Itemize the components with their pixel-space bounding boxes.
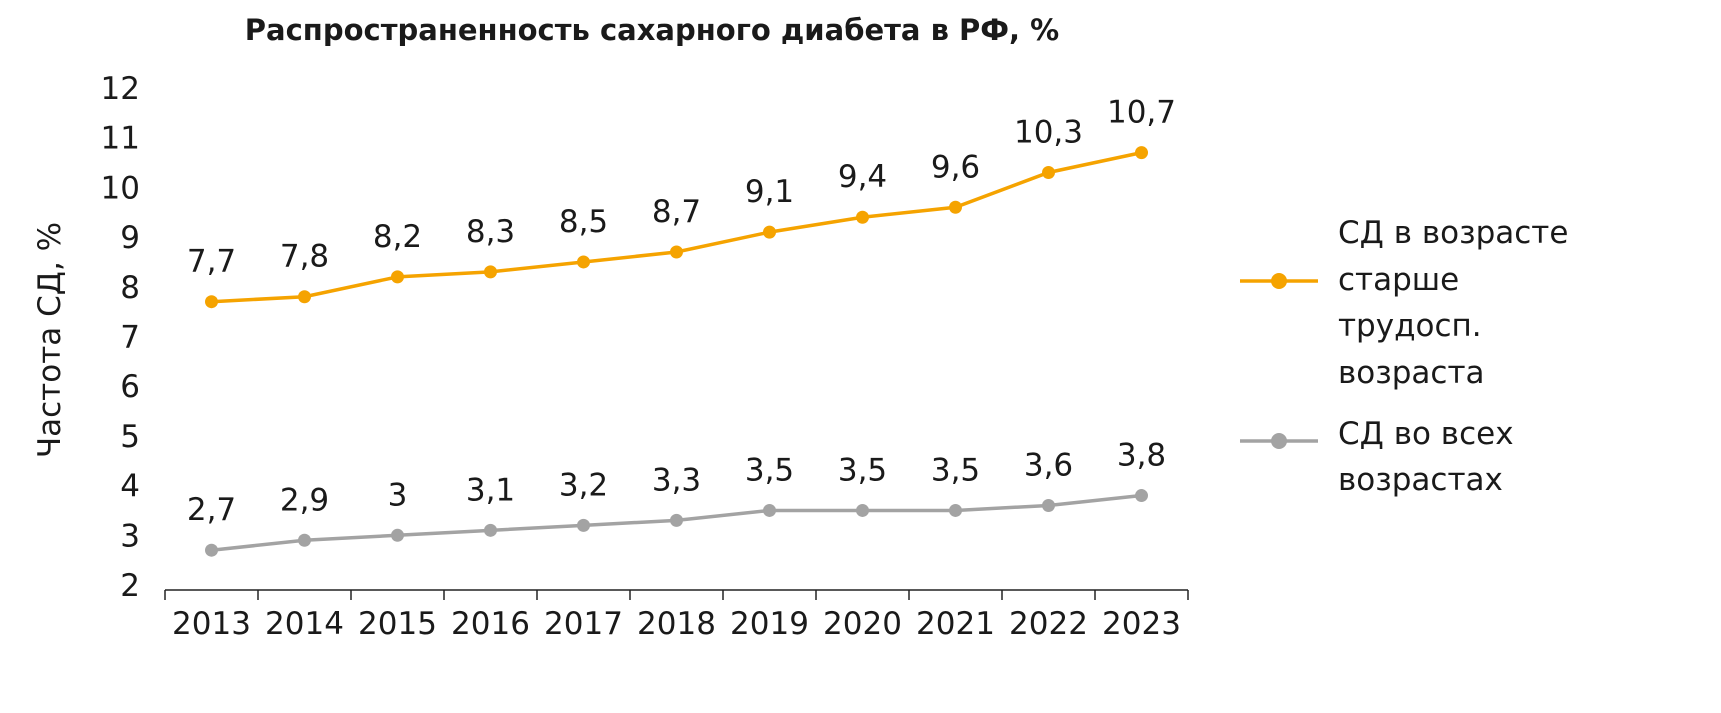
data-label: 8,5 bbox=[559, 204, 608, 240]
data-label: 2,9 bbox=[280, 482, 329, 518]
data-label: 9,1 bbox=[745, 174, 794, 210]
x-tick-label: 2017 bbox=[544, 606, 623, 642]
data-label: 7,7 bbox=[187, 244, 236, 280]
data-point bbox=[484, 523, 497, 537]
x-tick-label: 2015 bbox=[358, 606, 437, 642]
data-label: 8,7 bbox=[652, 194, 701, 230]
x-tick-label: 2018 bbox=[637, 606, 716, 642]
data-point bbox=[298, 533, 311, 547]
data-label: 9,6 bbox=[931, 149, 980, 185]
y-tick-label: 5 bbox=[120, 419, 140, 455]
data-label: 3,6 bbox=[1024, 447, 1073, 483]
chart-title: Распространенность сахарного диабета в Р… bbox=[245, 13, 1059, 47]
data-label: 10,3 bbox=[1014, 114, 1083, 150]
data-label: 2,7 bbox=[187, 492, 236, 528]
y-tick-label: 2 bbox=[120, 568, 140, 604]
y-tick-label: 9 bbox=[120, 220, 140, 256]
data-label: 3,2 bbox=[559, 467, 608, 503]
data-point bbox=[577, 518, 590, 532]
data-point bbox=[1135, 146, 1148, 160]
legend-label: возраста bbox=[1338, 355, 1485, 391]
legend-label: старше bbox=[1338, 262, 1459, 298]
y-axis-label: Частота СД, % bbox=[32, 222, 68, 458]
data-point bbox=[1135, 489, 1148, 503]
data-point bbox=[1042, 498, 1055, 512]
x-tick-label: 2023 bbox=[1102, 606, 1181, 642]
legend-marker bbox=[1271, 273, 1287, 289]
legend-label: возрастах bbox=[1338, 462, 1503, 498]
y-tick-label: 10 bbox=[101, 170, 140, 206]
data-point bbox=[205, 295, 218, 309]
data-point bbox=[949, 503, 962, 517]
data-point bbox=[856, 210, 869, 224]
legend-label: СД в возрасте bbox=[1338, 215, 1568, 251]
series-0: 7,7 7,8 8,2 8,3 8,5 8,7 9,1 9,4 9,6 10,3 10,7 bbox=[187, 95, 1176, 309]
x-tick-label: 2016 bbox=[451, 606, 530, 642]
data-label: 3,8 bbox=[1117, 438, 1166, 474]
data-label: 3,3 bbox=[652, 462, 701, 498]
data-label: 3,1 bbox=[466, 472, 515, 508]
data-point bbox=[763, 225, 776, 239]
x-tick-label: 2020 bbox=[823, 606, 902, 642]
series-1: 2,7 2,9 3 3,1 3,2 3,3 3,5 3,5 3,5 3,6 3,8 bbox=[187, 438, 1166, 557]
legend-label: СД во всех bbox=[1338, 416, 1514, 452]
data-label: 10,7 bbox=[1107, 95, 1176, 131]
legend-label: трудосп. bbox=[1338, 308, 1482, 344]
data-label: 3 bbox=[388, 477, 408, 513]
data-label: 8,3 bbox=[466, 214, 515, 250]
x-tick-label: 2022 bbox=[1009, 606, 1088, 642]
data-point bbox=[1042, 165, 1055, 179]
data-point bbox=[763, 503, 776, 517]
y-tick-label: 6 bbox=[120, 369, 140, 405]
data-point bbox=[670, 245, 683, 259]
data-point bbox=[949, 200, 962, 214]
data-point bbox=[484, 265, 497, 279]
x-tick-label: 2019 bbox=[730, 606, 809, 642]
data-label: 9,4 bbox=[838, 159, 887, 195]
data-label: 3,5 bbox=[745, 452, 794, 488]
y-tick-label: 3 bbox=[120, 518, 140, 554]
data-point bbox=[670, 513, 683, 527]
data-point bbox=[298, 290, 311, 304]
y-tick-label: 8 bbox=[120, 270, 140, 306]
data-label: 8,2 bbox=[373, 219, 422, 255]
data-point bbox=[205, 543, 218, 557]
data-point bbox=[577, 255, 590, 269]
y-tick-label: 12 bbox=[101, 71, 140, 107]
legend-entry-0: СД в возрасте старше трудосп. возраста bbox=[1240, 215, 1568, 391]
x-tick-label: 2013 bbox=[172, 606, 251, 642]
data-point bbox=[391, 270, 404, 284]
y-tick-label: 11 bbox=[101, 121, 140, 157]
data-point bbox=[856, 503, 869, 517]
y-tick-label: 7 bbox=[120, 320, 140, 356]
legend-marker bbox=[1271, 433, 1287, 449]
x-tick-label: 2021 bbox=[916, 606, 995, 642]
y-tick-label: 4 bbox=[120, 469, 140, 505]
data-label: 3,5 bbox=[931, 452, 980, 488]
data-point bbox=[391, 528, 404, 542]
x-tick-label: 2014 bbox=[265, 606, 344, 642]
legend-entry-1: СД во всех возрастах bbox=[1240, 416, 1514, 498]
data-label: 7,8 bbox=[280, 239, 329, 275]
data-label: 3,5 bbox=[838, 452, 887, 488]
